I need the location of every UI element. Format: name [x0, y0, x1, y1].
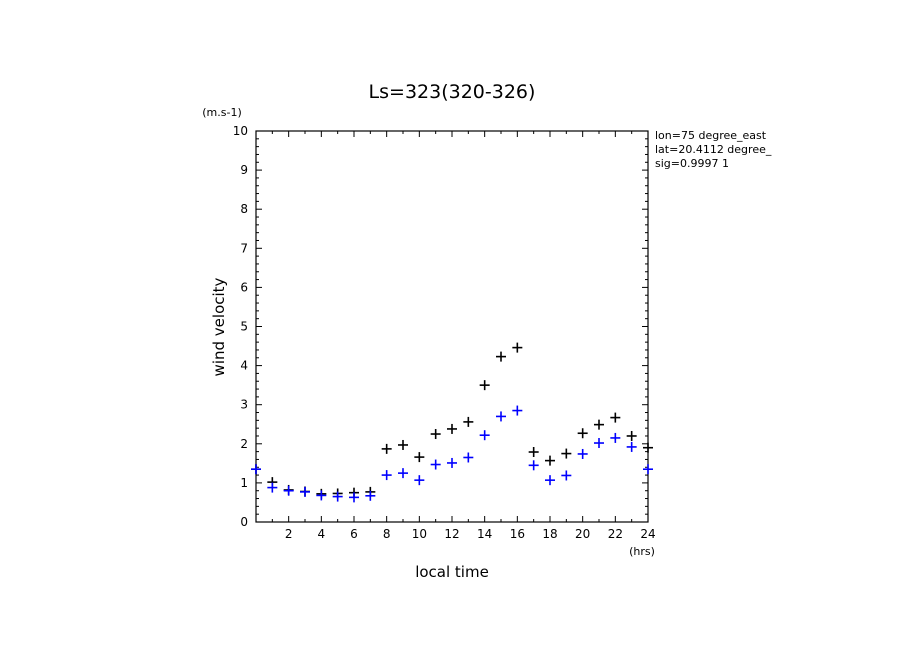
data-point-series2 — [332, 491, 343, 502]
annotation-lon: lon=75 degree_east — [655, 129, 767, 142]
y-tick-label: 8 — [240, 202, 248, 216]
data-point-series1 — [479, 380, 490, 391]
data-point-series2 — [398, 468, 408, 479]
data-point-series2 — [463, 452, 474, 463]
x-tick-label: 16 — [510, 527, 525, 541]
data-point-series1 — [381, 443, 392, 454]
data-point-series1 — [643, 442, 653, 453]
y-tick-label: 10 — [233, 124, 248, 138]
data-point-series2 — [610, 432, 621, 443]
x-unit-label: (hrs) — [629, 545, 655, 558]
x-tick-label: 4 — [318, 527, 326, 541]
x-tick-label: 20 — [575, 527, 590, 541]
x-tick-label: 2 — [285, 527, 293, 541]
y-tick-label: 7 — [240, 241, 248, 255]
data-point-series1 — [561, 448, 572, 459]
data-point-series2 — [283, 485, 294, 496]
data-point-series2 — [561, 470, 572, 481]
data-point-series2 — [251, 464, 261, 475]
data-point-series1 — [430, 429, 441, 440]
data-point-series2 — [447, 457, 457, 468]
data-point-series1 — [463, 416, 474, 427]
data-point-series2 — [479, 430, 490, 441]
data-point-series1 — [447, 423, 457, 434]
data-point-series1 — [496, 351, 506, 362]
y-unit-label: (m.s-1) — [202, 106, 242, 119]
x-tick-label: 14 — [477, 527, 492, 541]
data-point-series1 — [577, 428, 588, 439]
y-tick-label: 5 — [240, 320, 248, 334]
data-point-series2 — [626, 441, 637, 452]
data-point-series2 — [414, 475, 425, 486]
data-point-series2 — [430, 459, 441, 470]
data-point-series2 — [577, 448, 588, 459]
data-point-series2 — [365, 490, 376, 501]
data-point-series2 — [512, 405, 523, 416]
x-tick-label: 6 — [350, 527, 358, 541]
y-tick-label: 0 — [240, 515, 248, 529]
x-tick-label: 22 — [608, 527, 623, 541]
data-point-series1 — [610, 412, 621, 423]
x-tick-label: 24 — [640, 527, 655, 541]
data-marks — [251, 342, 653, 503]
data-point-series1 — [626, 430, 637, 441]
data-point-series2 — [381, 470, 392, 481]
data-point-series1 — [512, 342, 523, 353]
annotation-lat: lat=20.4112 degree_ — [655, 143, 772, 156]
y-tick-label: 6 — [240, 280, 248, 294]
data-point-series1 — [414, 452, 425, 463]
y-tick-label: 9 — [240, 163, 248, 177]
annotation-sig: sig=0.9997 1 — [655, 157, 729, 170]
data-point-series2 — [528, 460, 539, 471]
x-tick-label: 10 — [412, 527, 427, 541]
data-point-series2 — [300, 486, 310, 497]
data-point-series2 — [643, 464, 653, 475]
data-point-series1 — [528, 447, 539, 458]
data-point-series1 — [594, 419, 604, 430]
y-axis-label: wind velocity — [210, 277, 228, 376]
y-tick-label: 4 — [240, 359, 248, 373]
data-point-series2 — [545, 475, 555, 486]
y-tick-label: 3 — [240, 398, 248, 412]
data-point-series2 — [496, 411, 506, 422]
data-point-series2 — [267, 482, 278, 493]
x-tick-label: 8 — [383, 527, 391, 541]
data-point-series2 — [316, 490, 327, 501]
x-tick-label: 12 — [444, 527, 459, 541]
x-tick-label: 18 — [542, 527, 557, 541]
y-tick-label: 1 — [240, 476, 248, 490]
data-point-series1 — [398, 439, 408, 450]
chart-title: Ls=323(320-326) — [369, 81, 536, 103]
y-tick-label: 2 — [240, 437, 248, 451]
data-point-series2 — [594, 438, 604, 449]
data-point-series1 — [545, 455, 555, 466]
x-axis-label: local time — [415, 563, 489, 581]
data-point-series2 — [349, 492, 359, 503]
